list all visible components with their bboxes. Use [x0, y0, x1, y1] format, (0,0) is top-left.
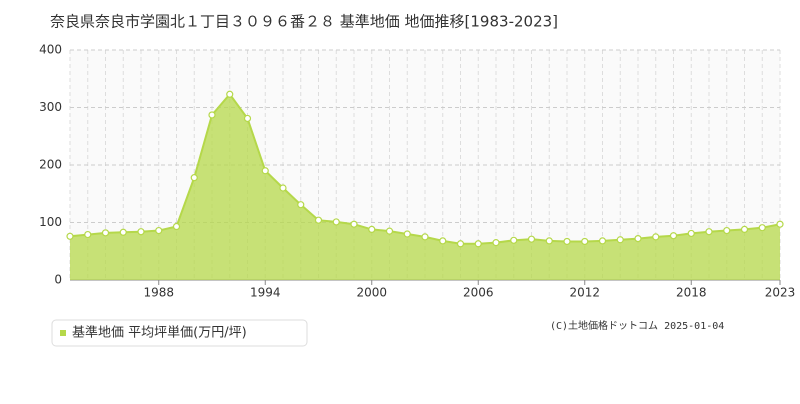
point: [776, 220, 784, 228]
footer: (C)土地価格ドットコム 2025-01-04: [550, 319, 724, 332]
point: [297, 201, 305, 209]
x-tick-label: 2023: [765, 286, 796, 300]
point: [403, 230, 411, 238]
point: [332, 218, 340, 226]
chart-title: 奈良県奈良市学園北１丁目３０９６番２８ 基準地価 地価推移[1983-2023]: [50, 13, 558, 31]
point: [172, 222, 181, 231]
point: [119, 228, 127, 236]
point: [563, 237, 571, 246]
point: [758, 224, 766, 232]
point: [439, 237, 447, 245]
point: [279, 184, 287, 192]
y-tick-label: 0: [54, 273, 62, 287]
point: [705, 228, 713, 236]
y-tick-label: 200: [39, 158, 62, 172]
point: [616, 236, 624, 244]
point: [634, 235, 642, 243]
point: [137, 228, 145, 236]
point: [226, 90, 234, 98]
point: [474, 240, 482, 248]
y-tick-label: 400: [39, 43, 62, 57]
x-tick-label: 2006: [463, 286, 494, 300]
point: [598, 237, 607, 245]
point: [190, 174, 198, 182]
point: [421, 233, 429, 241]
point: [350, 220, 358, 228]
point: [740, 225, 749, 233]
x-tick-label: 2018: [676, 286, 707, 300]
x-tick-label: 2012: [569, 286, 600, 300]
point: [510, 236, 518, 244]
point: [492, 239, 500, 247]
legend-swatch: [60, 330, 66, 336]
point: [527, 235, 536, 243]
point: [723, 226, 731, 235]
point: [314, 216, 323, 224]
point: [456, 240, 465, 248]
y-tick-label: 300: [39, 100, 62, 114]
point: [385, 227, 394, 235]
point: [66, 232, 74, 240]
x-tick-label: 2000: [356, 286, 387, 300]
area: [70, 94, 780, 281]
point: [652, 233, 660, 241]
point: [368, 225, 376, 233]
y-tick-label: 100: [39, 215, 62, 229]
point: [261, 167, 269, 175]
legend-box: [51, 319, 308, 347]
point: [669, 232, 678, 240]
point: [243, 114, 252, 123]
point: [155, 226, 163, 235]
point: [84, 230, 92, 239]
point: [545, 237, 553, 245]
x-tick-label: 1994: [250, 286, 281, 300]
point: [581, 237, 589, 246]
legend-label: 基準地価 平均坪単価(万円/坪): [72, 325, 247, 341]
point: [208, 111, 216, 119]
point: [687, 229, 695, 238]
x-tick-label: 1988: [143, 286, 174, 300]
point: [101, 229, 110, 237]
